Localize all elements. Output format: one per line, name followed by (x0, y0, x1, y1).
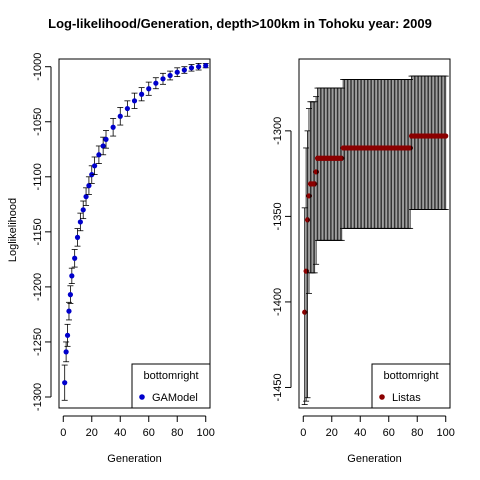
data-point (72, 255, 78, 261)
x-axis-label: Generation (347, 453, 401, 465)
y-tick-label: -1050 (32, 108, 44, 136)
legend-title: bottomright (383, 370, 438, 382)
y-tick-label: -1000 (32, 53, 44, 81)
legend-entry: Listas (392, 392, 421, 404)
data-point (203, 63, 209, 69)
y-axis: -1300 -1250 -1200 -1150 -1100 -1050 -1000 (32, 53, 52, 411)
data-point (117, 113, 123, 119)
y-tick-label: -1350 (272, 202, 284, 230)
data-point (167, 72, 173, 79)
data-series (301, 75, 449, 405)
y-tick-label: -1250 (32, 328, 44, 356)
x-axis-label: Generation (107, 453, 161, 465)
data-point (181, 67, 187, 73)
data-point (100, 143, 106, 149)
data-point (80, 207, 86, 213)
right-panel: 0 20 40 60 80 100 Generation -1450 -1400 -1350 -13… (272, 58, 455, 465)
data-series (61, 63, 209, 401)
y-tick-label: -1300 (272, 117, 284, 145)
data-point (62, 380, 68, 386)
x-tick-label: 80 (171, 427, 183, 439)
data-point (103, 136, 109, 142)
legend: bottomright GAModel (131, 363, 211, 409)
data-point (139, 91, 145, 97)
data-point (146, 86, 152, 92)
data-point (66, 308, 72, 314)
x-tick-label: 40 (354, 427, 366, 439)
x-tick-label: 0 (60, 427, 66, 439)
legend-marker (139, 394, 145, 400)
y-tick-label: -1150 (32, 218, 44, 245)
y-tick-label: -1400 (272, 288, 284, 316)
x-axis: 0 20 40 60 80 100 (60, 415, 215, 439)
legend-box (131, 363, 211, 409)
x-tick-label: 80 (411, 427, 423, 439)
x-tick-label: 100 (197, 427, 215, 439)
x-tick-label: 20 (326, 427, 338, 439)
x-tick-label: 20 (86, 427, 98, 439)
data-point (77, 219, 83, 225)
data-point (96, 152, 102, 158)
data-point (124, 105, 130, 112)
data-point (67, 292, 73, 298)
legend-box (371, 363, 451, 409)
data-point (74, 234, 81, 240)
data-point (86, 183, 92, 189)
x-axis: 0 20 40 60 80 100 (300, 415, 455, 439)
data-point (196, 64, 202, 70)
data-point (174, 69, 180, 75)
legend: bottomright Listas (371, 363, 451, 409)
legend-marker (379, 394, 385, 400)
data-point (110, 124, 116, 130)
y-axis: -1450 -1400 -1350 -1300 (272, 117, 292, 402)
x-tick-label: 60 (143, 427, 155, 439)
left-panel: 0 20 40 60 80 100 Generation -1300 -1250 -1200 -11… (7, 53, 215, 465)
legend-entry: GAModel (152, 392, 198, 404)
data-point (443, 133, 449, 139)
data-point (63, 349, 69, 355)
data-point (69, 273, 75, 279)
data-point (92, 163, 98, 169)
y-tick-label: -1450 (272, 373, 284, 401)
y-axis-label: Loglikelihood (7, 198, 19, 262)
data-point (188, 65, 195, 71)
data-point (153, 80, 159, 86)
plot-frame (58, 58, 211, 409)
y-tick-label: -1200 (32, 273, 44, 301)
data-point (64, 332, 71, 338)
data-point (83, 194, 89, 200)
data-point (131, 98, 138, 104)
figure-title: Log-likelihood/Generation, depth>100km i… (48, 16, 432, 31)
legend-title: bottomright (143, 370, 198, 382)
x-tick-label: 0 (300, 427, 306, 439)
x-tick-label: 40 (114, 427, 126, 439)
x-tick-label: 100 (437, 427, 455, 439)
y-tick-label: -1100 (32, 163, 44, 190)
x-tick-label: 60 (383, 427, 395, 439)
data-point (160, 76, 166, 82)
y-tick-label: -1300 (32, 383, 44, 411)
